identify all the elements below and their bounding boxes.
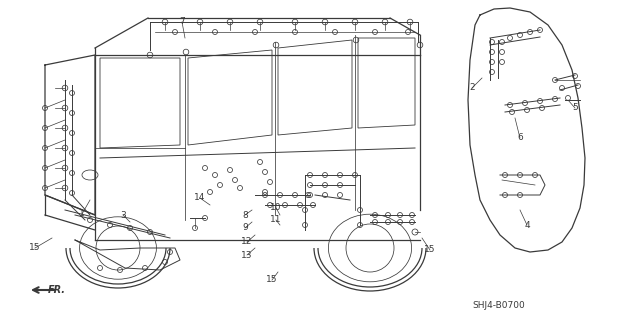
Text: 3: 3: [120, 211, 126, 219]
Text: 15: 15: [29, 243, 41, 253]
Text: FR.: FR.: [48, 285, 66, 295]
Text: 5: 5: [572, 103, 578, 113]
Text: 15: 15: [266, 276, 278, 285]
Text: 14: 14: [195, 194, 205, 203]
Text: 12: 12: [241, 238, 253, 247]
Text: 9: 9: [242, 224, 248, 233]
Text: 4: 4: [524, 220, 530, 229]
Text: 10: 10: [270, 204, 282, 212]
Text: SHJ4-B0700: SHJ4-B0700: [472, 300, 525, 309]
Text: 1: 1: [79, 210, 85, 219]
Text: 15: 15: [424, 246, 436, 255]
Text: 13: 13: [241, 250, 253, 259]
Text: 11: 11: [270, 216, 282, 225]
Text: 7: 7: [179, 18, 185, 26]
Text: 2: 2: [469, 84, 475, 93]
Text: 8: 8: [242, 211, 248, 219]
Text: 6: 6: [517, 133, 523, 143]
